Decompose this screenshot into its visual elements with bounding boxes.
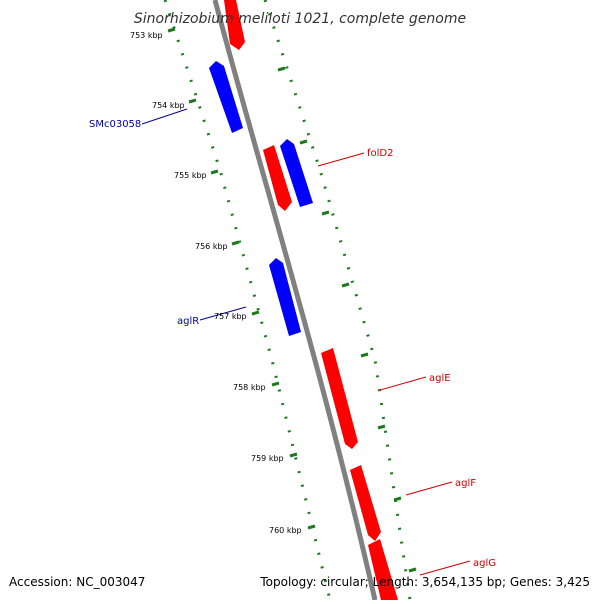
ruler-label-754: 754 kbp bbox=[152, 101, 185, 110]
gene-label-aglg: aglG bbox=[473, 558, 496, 569]
ruler-tick-759 bbox=[289, 452, 298, 458]
gene-aglg bbox=[368, 539, 398, 600]
ruler-outer-tick-3 bbox=[321, 210, 330, 216]
ruler-label-753: 753 kbp bbox=[130, 31, 163, 40]
leader-aglf bbox=[405, 481, 453, 496]
ruler-outer-tick-7 bbox=[393, 496, 402, 502]
ruler-label-758: 758 kbp bbox=[233, 383, 266, 392]
gene-label-fold2: folD2 bbox=[367, 148, 393, 159]
gene-label-smc03058: SMc03058 bbox=[89, 119, 141, 130]
leader-aglg bbox=[419, 560, 471, 576]
ruler-outer-tick-8 bbox=[408, 567, 417, 573]
gene-forward-top bbox=[224, 0, 245, 50]
ruler-label-756: 756 kbp bbox=[195, 242, 228, 251]
gene-leader-lines bbox=[141, 108, 471, 576]
reverse-genes bbox=[209, 61, 313, 336]
leader-smc03058 bbox=[141, 108, 188, 125]
ruler-outer-major-ticks bbox=[277, 66, 417, 573]
ruler-inner-track bbox=[163, 0, 332, 601]
ruler-tick-755 bbox=[210, 169, 219, 175]
gene-smc03058 bbox=[209, 61, 243, 133]
gene-label-aglr: aglR bbox=[177, 316, 199, 327]
ruler-outer-tick-6 bbox=[377, 424, 386, 430]
gene-agle bbox=[321, 348, 358, 449]
ruler-major-ticks bbox=[167, 27, 316, 530]
ruler-outer-tick-4 bbox=[341, 282, 350, 288]
leader-agle bbox=[379, 376, 427, 391]
ruler-tick-760 bbox=[307, 524, 316, 530]
ruler-label-757: 757 kbp bbox=[214, 312, 247, 321]
leader-aglr bbox=[199, 306, 247, 321]
ruler-label-759: 759 kbp bbox=[251, 454, 284, 463]
genome-backbone bbox=[212, 0, 378, 601]
ruler-label-760: 760 kbp bbox=[269, 526, 302, 535]
leader-fold2 bbox=[317, 152, 365, 167]
gene-fold2 bbox=[263, 145, 292, 211]
ruler-label-755: 755 kbp bbox=[174, 171, 207, 180]
forward-genes bbox=[224, 0, 398, 600]
ruler-tick-756 bbox=[231, 240, 240, 246]
gene-aglf bbox=[350, 465, 381, 541]
topology-text: Topology: circular; Length: 3,654,135 bp… bbox=[259, 575, 590, 589]
gene-label-aglf: aglF bbox=[455, 478, 476, 489]
accession-text: Accession: NC_003047 bbox=[9, 575, 145, 589]
ruler-outer-tick-1 bbox=[277, 66, 286, 72]
ruler-tick-labels: 753 kbp 754 kbp 755 kbp 756 kbp 757 kbp … bbox=[130, 31, 302, 535]
ruler-outer-tick-5 bbox=[360, 352, 369, 358]
ruler-tick-758 bbox=[271, 381, 280, 387]
ruler-outer-tick-2 bbox=[299, 139, 308, 145]
gene-label-agle: aglE bbox=[429, 373, 451, 384]
gene-fold2-neighbor bbox=[280, 139, 313, 207]
ruler-tick-754 bbox=[188, 98, 197, 104]
gene-aglr bbox=[269, 258, 301, 336]
gene-labels: SMc03058 folD2 aglR aglE aglF aglG bbox=[89, 119, 496, 569]
ruler-tick-753 bbox=[167, 27, 176, 33]
ruler-tick-757 bbox=[251, 310, 260, 316]
map-title: Sinorhizobium meliloti 1021, complete ge… bbox=[134, 11, 466, 27]
